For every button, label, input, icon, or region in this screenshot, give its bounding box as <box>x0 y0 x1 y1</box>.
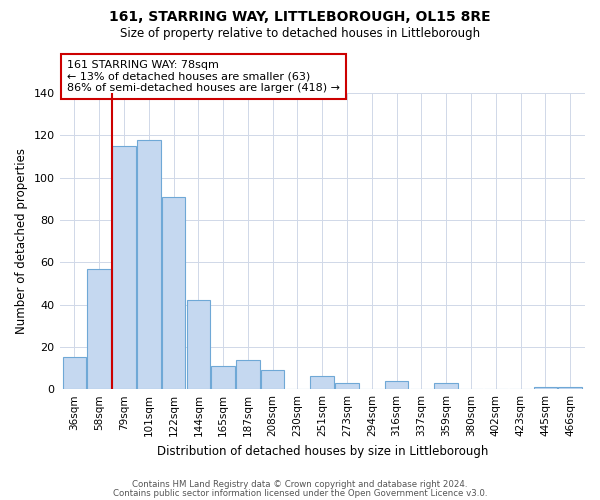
Bar <box>162 197 185 389</box>
Text: Contains HM Land Registry data © Crown copyright and database right 2024.: Contains HM Land Registry data © Crown c… <box>132 480 468 489</box>
Bar <box>310 376 334 389</box>
Bar <box>88 268 111 389</box>
Y-axis label: Number of detached properties: Number of detached properties <box>15 148 28 334</box>
Bar <box>112 146 136 389</box>
Bar <box>236 360 260 389</box>
Bar <box>533 387 557 389</box>
X-axis label: Distribution of detached houses by size in Littleborough: Distribution of detached houses by size … <box>157 444 488 458</box>
Text: Size of property relative to detached houses in Littleborough: Size of property relative to detached ho… <box>120 28 480 40</box>
Bar <box>385 380 409 389</box>
Bar <box>434 383 458 389</box>
Text: 161 STARRING WAY: 78sqm
← 13% of detached houses are smaller (63)
86% of semi-de: 161 STARRING WAY: 78sqm ← 13% of detache… <box>67 60 340 93</box>
Text: 161, STARRING WAY, LITTLEBOROUGH, OL15 8RE: 161, STARRING WAY, LITTLEBOROUGH, OL15 8… <box>109 10 491 24</box>
Bar <box>559 387 582 389</box>
Bar <box>62 358 86 389</box>
Text: Contains public sector information licensed under the Open Government Licence v3: Contains public sector information licen… <box>113 488 487 498</box>
Bar <box>335 383 359 389</box>
Bar <box>187 300 210 389</box>
Bar <box>211 366 235 389</box>
Bar <box>137 140 161 389</box>
Bar <box>261 370 284 389</box>
